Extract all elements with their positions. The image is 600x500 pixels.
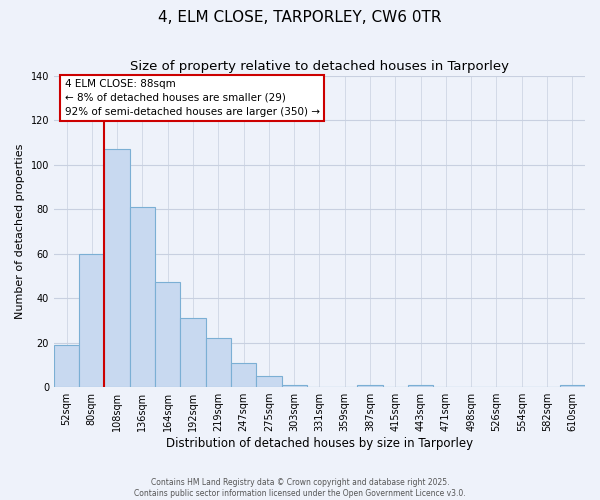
Bar bbox=[231, 362, 256, 387]
Bar bbox=[281, 385, 307, 387]
Bar bbox=[560, 385, 585, 387]
Bar bbox=[358, 385, 383, 387]
X-axis label: Distribution of detached houses by size in Tarporley: Distribution of detached houses by size … bbox=[166, 437, 473, 450]
Bar bbox=[130, 207, 155, 387]
Bar bbox=[256, 376, 281, 387]
Text: 4, ELM CLOSE, TARPORLEY, CW6 0TR: 4, ELM CLOSE, TARPORLEY, CW6 0TR bbox=[158, 10, 442, 25]
Title: Size of property relative to detached houses in Tarporley: Size of property relative to detached ho… bbox=[130, 60, 509, 73]
Bar bbox=[206, 338, 231, 387]
Y-axis label: Number of detached properties: Number of detached properties bbox=[15, 144, 25, 319]
Bar bbox=[181, 318, 206, 387]
Bar bbox=[54, 345, 79, 387]
Text: 4 ELM CLOSE: 88sqm
← 8% of detached houses are smaller (29)
92% of semi-detached: 4 ELM CLOSE: 88sqm ← 8% of detached hous… bbox=[65, 78, 320, 116]
Bar bbox=[408, 385, 433, 387]
Bar bbox=[104, 149, 130, 387]
Text: Contains HM Land Registry data © Crown copyright and database right 2025.
Contai: Contains HM Land Registry data © Crown c… bbox=[134, 478, 466, 498]
Bar bbox=[155, 282, 181, 387]
Bar bbox=[79, 254, 104, 387]
